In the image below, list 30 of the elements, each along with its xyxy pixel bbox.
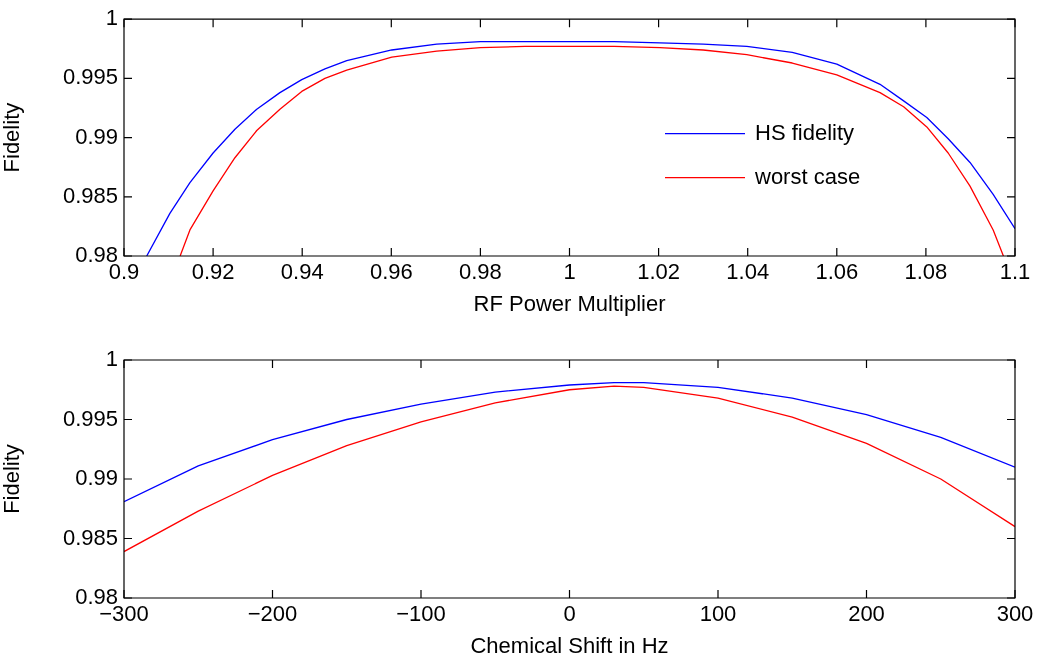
x-axis-title: Chemical Shift in Hz bbox=[470, 632, 669, 658]
y-tick-label: 1 bbox=[105, 5, 118, 31]
x-tick-label: 1.04 bbox=[726, 259, 770, 285]
x-tick-label: 1.02 bbox=[637, 259, 681, 285]
x-axis-title: RF Power Multiplier bbox=[473, 290, 666, 316]
y-tick-label: 0.995 bbox=[62, 405, 118, 431]
y-tick-label: 0.99 bbox=[75, 465, 118, 491]
x-tick-label: 0.98 bbox=[458, 259, 502, 285]
y-tick-label: 1 bbox=[105, 346, 118, 372]
x-tick-label: 1.08 bbox=[904, 259, 948, 285]
x-tick-label: 1 bbox=[563, 259, 576, 285]
legend-label: worst case bbox=[754, 163, 861, 189]
x-tick-label: 200 bbox=[848, 601, 885, 627]
y-tick-label: 0.99 bbox=[75, 123, 118, 149]
x-tick-label: 100 bbox=[699, 601, 737, 627]
x-tick-label: −100 bbox=[396, 601, 446, 627]
x-tick-label: 0.92 bbox=[191, 259, 235, 285]
y-axis-title: Fidelity bbox=[0, 102, 25, 173]
y-tick-label: 0.995 bbox=[62, 64, 118, 90]
y-tick-label: 0.985 bbox=[62, 182, 118, 208]
y-axis-title: Fidelity bbox=[0, 444, 25, 514]
x-tick-label: 1.06 bbox=[815, 259, 859, 285]
x-tick-label: 1.1 bbox=[999, 259, 1031, 285]
x-tick-label: 0.96 bbox=[369, 259, 413, 285]
legend-label: HS fidelity bbox=[755, 119, 855, 145]
x-tick-label: 0.94 bbox=[280, 259, 324, 285]
x-tick-label: 0 bbox=[563, 601, 576, 627]
x-tick-label: 300 bbox=[996, 601, 1034, 627]
x-tick-label: −200 bbox=[247, 601, 298, 627]
y-tick-label: 0.985 bbox=[62, 524, 118, 550]
